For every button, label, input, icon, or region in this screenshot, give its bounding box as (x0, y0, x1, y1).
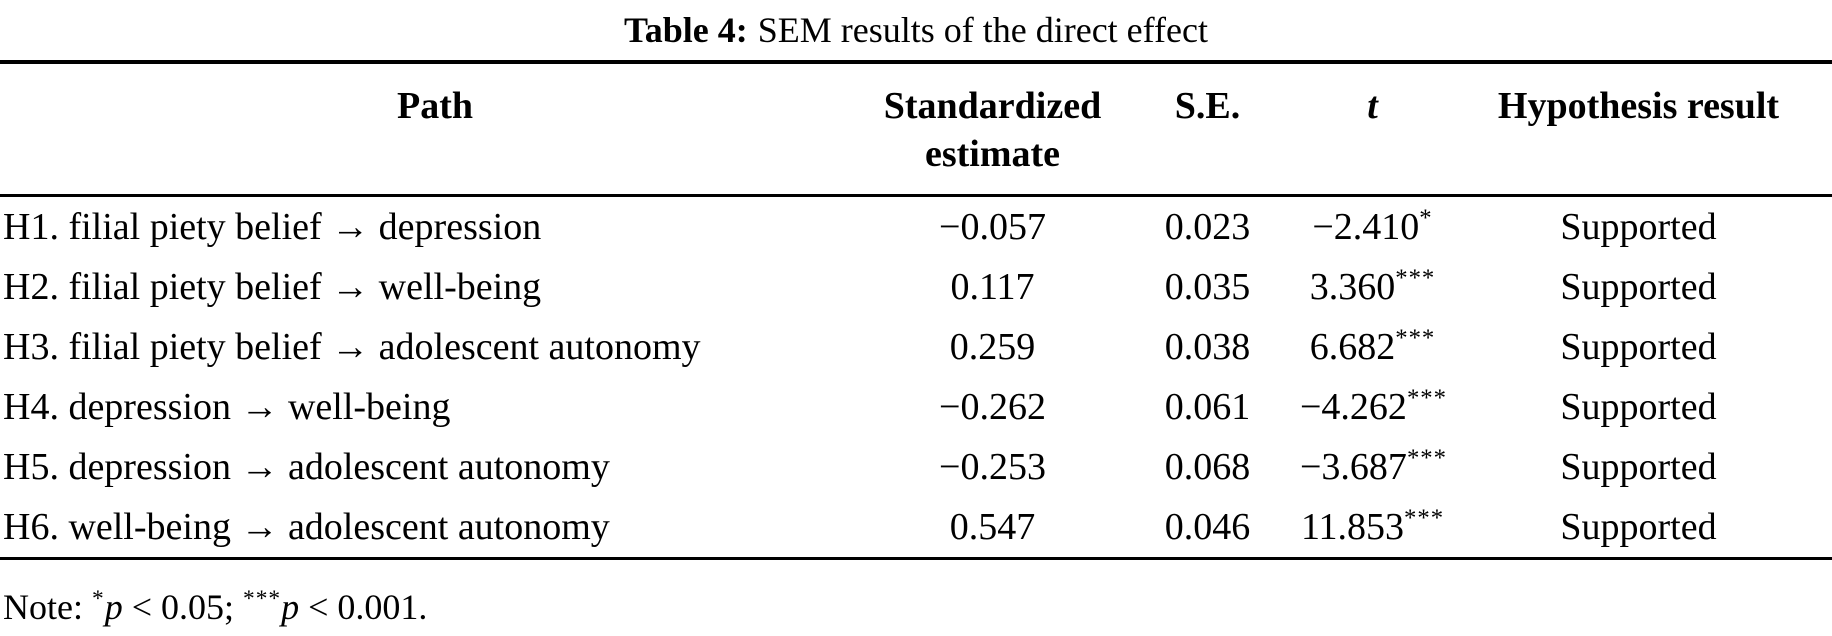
note-prefix: Note: (3, 587, 92, 627)
sem-results-table: Path Standardized estimate S.E. t Hypoth… (0, 60, 1832, 560)
significance-stars: * (1419, 204, 1433, 232)
estimate-cell: 0.117 (950, 266, 1035, 308)
t-value: −2.410 (1312, 206, 1420, 248)
estimate-cell: 0.547 (870, 497, 1115, 560)
path-cell: H3. filial piety belief → adolescent aut… (3, 326, 701, 368)
t-cell: 11.853*** (1300, 497, 1445, 560)
t-value: −3.687 (1300, 446, 1407, 488)
se-cell: 0.035 (1164, 266, 1251, 308)
t-value: 3.360 (1309, 266, 1396, 308)
significance-stars: *** (1404, 504, 1445, 532)
result-cell: Supported (1560, 326, 1717, 368)
note-significance-star: * (91, 586, 105, 612)
path-cell: H4. depression → well-being (3, 386, 451, 428)
note-p-symbol: p (104, 587, 123, 627)
column-header-estimate: Standardized estimate (870, 62, 1115, 197)
se-cell: 0.046 (1115, 497, 1300, 560)
se-cell: 0.023 (1164, 206, 1251, 248)
column-header-estimate-line2: estimate (924, 133, 1061, 175)
table-row: H4. depression → well-being −0.262 0.061… (0, 377, 1832, 437)
table-row: H6. well-being → adolescent autonomy 0.5… (0, 497, 1832, 560)
se-cell: 0.061 (1164, 386, 1251, 428)
significance-stars: *** (1395, 264, 1436, 292)
table-body: H1. filial piety belief → depression −0.… (0, 196, 1832, 560)
se-cell: 0.068 (1164, 446, 1251, 488)
note-condition-1: < 0.05; (122, 587, 243, 627)
result-cell: Supported (1560, 206, 1717, 248)
header-row: Path Standardized estimate S.E. t Hypoth… (0, 62, 1832, 197)
column-header-path: Path (0, 62, 870, 197)
path-cell: H6. well-being → adolescent autonomy (0, 497, 870, 560)
note-p-symbol-2: p (281, 587, 300, 627)
column-header-estimate-line1: Standardized (883, 85, 1102, 127)
t-value: 11.853 (1300, 506, 1405, 548)
path-cell: H5. depression → adolescent autonomy (3, 446, 610, 488)
path-cell: H1. filial piety belief → depression (3, 206, 542, 248)
result-cell: Supported (1445, 497, 1832, 560)
column-header-se: S.E. (1115, 62, 1300, 197)
table-header: Path Standardized estimate S.E. t Hypoth… (0, 62, 1832, 197)
t-value: 6.682 (1309, 326, 1396, 368)
note-condition-2: < 0.001. (299, 587, 428, 627)
estimate-cell: −0.253 (939, 446, 1046, 488)
estimate-cell: 0.259 (949, 326, 1036, 368)
table-row: H2. filial piety belief → well-being 0.1… (0, 257, 1832, 317)
t-cell: −2.410* (1300, 196, 1445, 258)
result-cell: Supported (1560, 446, 1717, 488)
se-cell: 0.038 (1164, 326, 1251, 368)
table-number-label: Table 4: (624, 10, 748, 50)
table-note: Note: *p < 0.05; ***p < 0.001. (0, 584, 1832, 630)
path-cell: H2. filial piety belief → well-being (3, 266, 542, 308)
significance-stars: *** (1395, 324, 1436, 352)
estimate-cell: −0.057 (939, 206, 1046, 248)
column-header-hypothesis: Hypothesis result (1445, 62, 1832, 197)
estimate-cell: −0.262 (939, 386, 1046, 428)
t-cell: −3.687*** (1300, 437, 1447, 497)
significance-stars: *** (1406, 444, 1447, 472)
column-header-t: t (1300, 62, 1445, 197)
table-row: H1. filial piety belief → depression −0.… (0, 196, 1832, 258)
t-cell: −4.262*** (1300, 377, 1447, 437)
table-row: H5. depression → adolescent autonomy −0.… (0, 437, 1832, 497)
table-title: Table 4: SEM results of the direct effect (0, 0, 1832, 60)
result-cell: Supported (1560, 266, 1717, 308)
t-value: −4.262 (1300, 386, 1407, 428)
result-cell: Supported (1560, 386, 1717, 428)
t-cell: 3.360*** (1300, 257, 1445, 317)
note-significance-stars: *** (243, 586, 282, 612)
t-cell: 6.682*** (1300, 317, 1445, 377)
table-title-text: SEM results of the direct effect (757, 10, 1208, 50)
table-row: H3. filial piety belief → adolescent aut… (0, 317, 1832, 377)
significance-stars: *** (1406, 384, 1447, 412)
